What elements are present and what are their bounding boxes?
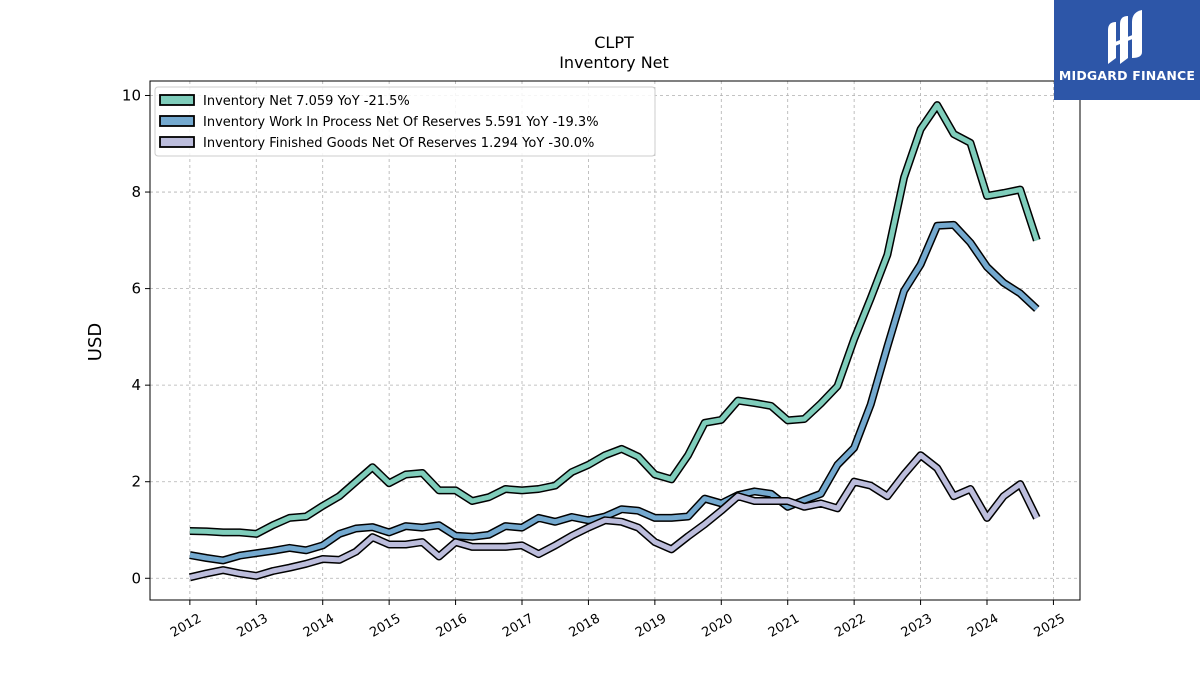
y-tick-label: 6 <box>131 280 141 298</box>
x-tick-label: 2022 <box>832 611 868 641</box>
y-axis-label: USD <box>85 323 106 361</box>
logo-text: MIDGARD FINANCE <box>1058 68 1196 83</box>
legend-label-inventory-finished-goods-net-of-reserves: Inventory Finished Goods Net Of Reserves… <box>203 136 594 151</box>
legend-swatch-inventory-finished-goods-net-of-reserves <box>159 136 195 148</box>
logo-mark-icon <box>1108 10 1142 64</box>
x-tick-label: 2019 <box>633 611 669 641</box>
x-tick-label: 2025 <box>1032 611 1068 641</box>
x-tick-label: 2012 <box>168 611 204 641</box>
legend-label-inventory-work-in-process-net-of-reserves: Inventory Work In Process Net Of Reserve… <box>203 115 599 130</box>
x-tick-label: 2015 <box>367 611 403 641</box>
y-tick-label: 4 <box>131 376 141 394</box>
legend-box <box>154 86 656 157</box>
x-tick-label: 2023 <box>899 611 935 641</box>
series-line-inventory-net <box>189 102 1040 537</box>
x-tick-label: 2017 <box>500 611 536 641</box>
y-tick-label: 0 <box>131 569 141 587</box>
chart-subtitle: Inventory Net <box>559 53 669 72</box>
x-tick-label: 2024 <box>965 611 1001 641</box>
plot-frame <box>149 80 1081 601</box>
x-tick-label: 2018 <box>567 611 603 641</box>
chart-title: CLPT <box>594 33 634 52</box>
legend-swatch-inventory-work-in-process-net-of-reserves <box>159 115 195 127</box>
y-tick-label: 8 <box>131 183 141 201</box>
legend: Inventory Net 7.059 YoY -21.5% Inventory … <box>154 86 656 157</box>
grid <box>150 81 1080 600</box>
y-tick-label: 10 <box>122 86 141 104</box>
series-line-inventory-finished-goods-net-of-reserves <box>189 452 1040 580</box>
axis-ticks: 0 2 4 6 8 10 2012 2013 2014 2015 2016 2017 2018 2019 2… <box>122 86 1068 640</box>
legend-label-inventory-net: Inventory Net 7.059 YoY -21.5% <box>203 94 410 109</box>
x-tick-label: 2013 <box>234 611 270 641</box>
x-tick-label: 2021 <box>766 611 802 641</box>
x-tick-label: 2020 <box>699 611 735 641</box>
legend-swatch-inventory-net <box>159 94 195 106</box>
x-tick-label: 2016 <box>434 611 470 641</box>
midgard-finance-logo: MIDGARD FINANCE <box>1054 0 1200 100</box>
y-tick-label: 2 <box>131 473 141 491</box>
series-lines <box>188 101 1041 582</box>
x-tick-label: 2014 <box>301 611 337 641</box>
series-line-inventory-work-in-process-net-of-reserves <box>189 222 1039 563</box>
